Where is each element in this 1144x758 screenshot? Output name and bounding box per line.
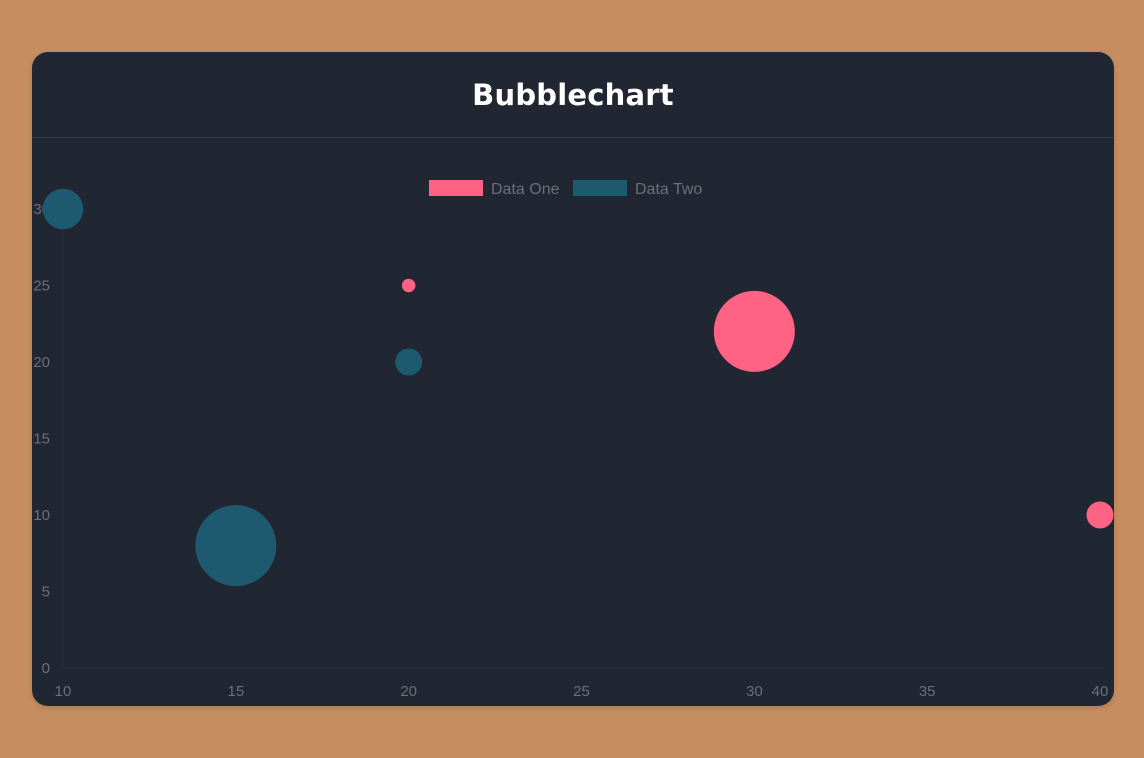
y-tick-label: 5 [42, 584, 50, 601]
legend-label: Data One [491, 181, 560, 198]
legend-label: Data Two [635, 181, 702, 198]
y-tick-label: 10 [33, 507, 50, 524]
x-tick-label: 25 [573, 683, 590, 700]
x-tick-label: 15 [227, 683, 244, 700]
x-tick-label: 35 [919, 683, 936, 700]
y-tick-label: 0 [42, 660, 50, 677]
bubble [1086, 501, 1114, 529]
chart-card: Bubblechart 0 5 10 15 20 25 30 10 15 20 25 30 35 40 Da… [32, 52, 1114, 706]
bubble [401, 278, 416, 293]
bubble [713, 290, 795, 372]
legend-swatch [429, 180, 483, 196]
x-tick-label: 10 [55, 683, 72, 700]
y-tick-label: 20 [33, 354, 50, 371]
legend-swatch [573, 180, 627, 196]
card-header: Bubblechart [32, 52, 1114, 138]
x-tick-label: 40 [1092, 683, 1109, 700]
y-tick-label: 25 [33, 278, 50, 295]
x-tick-label: 30 [746, 683, 763, 700]
bubble [395, 348, 423, 376]
bubble [42, 188, 84, 230]
y-tick-label: 15 [33, 431, 50, 448]
chart-title: Bubblechart [472, 77, 674, 112]
x-tick-label: 20 [400, 683, 417, 700]
bubble [195, 505, 277, 587]
